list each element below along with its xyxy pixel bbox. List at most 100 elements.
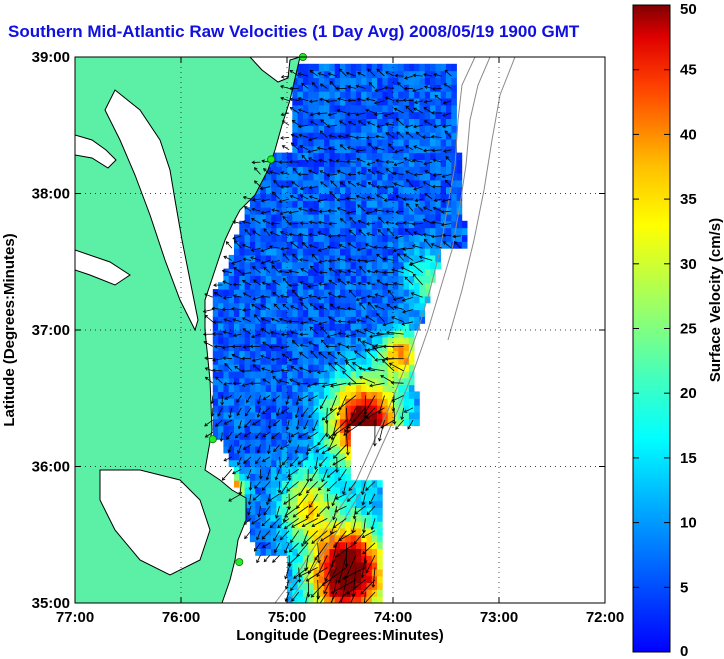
velocity-cell — [271, 398, 277, 406]
velocity-cell — [297, 91, 304, 99]
velocity-cell — [451, 70, 457, 79]
velocity-cell — [340, 521, 346, 529]
velocity-cell — [249, 439, 256, 447]
velocity-cell — [334, 541, 341, 549]
arrow-head — [237, 450, 241, 454]
velocity-cell — [329, 179, 335, 188]
velocity-arrow — [380, 419, 395, 429]
velocity-cell — [302, 132, 309, 140]
arrow-head — [228, 498, 232, 502]
velocity-cell — [234, 466, 240, 474]
velocity-arrow — [378, 420, 385, 441]
velocity-arrow — [332, 456, 347, 466]
velocity-cell — [355, 63, 362, 72]
velocity-cell — [244, 384, 251, 392]
velocity-cell — [292, 173, 298, 181]
velocity-cell — [302, 589, 309, 597]
velocity-cell — [218, 411, 224, 420]
velocity-cell — [271, 459, 277, 468]
velocity-cell — [371, 398, 378, 406]
velocity-cell — [249, 254, 256, 263]
velocity-cell — [271, 193, 277, 201]
velocity-cell — [387, 200, 394, 208]
velocity-arrow — [262, 456, 271, 462]
velocity-cell — [302, 473, 309, 481]
velocity-cell — [408, 91, 415, 99]
velocity-cell — [302, 166, 309, 174]
velocity-cell — [223, 391, 229, 399]
velocity-cell — [260, 411, 267, 420]
velocity-cell — [398, 173, 404, 181]
velocity-cell — [271, 521, 277, 529]
arrow-head — [284, 513, 288, 518]
velocity-cell — [265, 411, 272, 420]
velocity-cell — [408, 357, 415, 365]
velocity-cell — [430, 125, 436, 133]
velocity-cell — [366, 527, 373, 536]
velocity-cell — [382, 336, 388, 345]
velocity-cell — [313, 84, 320, 92]
velocity-arrow — [372, 567, 376, 588]
velocity-cell — [324, 596, 330, 603]
velocity-cell — [324, 104, 330, 113]
velocity-cell — [446, 125, 452, 133]
velocity-cell — [366, 534, 373, 543]
velocity-cell — [239, 364, 245, 372]
velocity-cell — [408, 254, 415, 263]
velocity-cell — [313, 596, 320, 603]
arrow-head — [244, 535, 248, 540]
arrow-head — [361, 501, 366, 506]
velocity-cell — [287, 323, 293, 331]
velocity-cell — [324, 91, 330, 99]
velocity-cell — [334, 446, 341, 454]
velocity-cell — [334, 227, 341, 235]
velocity-cell — [350, 275, 357, 283]
velocity-cell — [350, 152, 357, 160]
velocity-cell — [297, 234, 304, 242]
arrow-head — [242, 460, 247, 464]
velocity-cell — [334, 118, 341, 126]
velocity-cell — [313, 562, 320, 570]
velocity-cell — [430, 91, 436, 99]
velocity-arrow — [331, 420, 338, 440]
velocity-cell — [297, 275, 304, 283]
velocity-cell — [419, 132, 426, 140]
velocity-cell — [350, 166, 357, 174]
velocity-cell — [292, 234, 298, 242]
arrow-head — [247, 501, 252, 506]
velocity-cell — [435, 84, 441, 92]
velocity-cell — [419, 254, 426, 263]
velocity-cell — [292, 548, 298, 556]
velocity-cell — [382, 125, 388, 133]
velocity-cell — [371, 248, 378, 256]
velocity-cell — [249, 371, 256, 379]
velocity-cell — [371, 582, 378, 590]
velocity-cell — [361, 568, 367, 577]
velocity-cell — [334, 555, 341, 563]
velocity-cell — [419, 138, 426, 147]
arrow-head — [287, 561, 292, 566]
arrow-head — [274, 549, 278, 554]
velocity-cell — [271, 207, 277, 215]
velocity-cell — [324, 446, 330, 454]
velocity-cell — [281, 541, 288, 549]
arrow-head — [290, 587, 294, 592]
velocity-cell — [318, 261, 325, 270]
velocity-cell — [287, 179, 293, 188]
velocity-cell — [313, 548, 320, 556]
velocity-cell — [249, 214, 256, 222]
velocity-cell — [361, 357, 367, 365]
velocity-cell — [318, 398, 325, 406]
velocity-cell — [366, 350, 373, 358]
arrow-head — [277, 489, 282, 494]
velocity-cell — [287, 343, 293, 352]
velocity-cell — [271, 350, 277, 358]
velocity-cell — [308, 371, 314, 379]
velocity-cell — [355, 268, 362, 276]
velocity-cell — [329, 295, 335, 304]
velocity-cell — [271, 480, 277, 488]
arrow-head — [272, 422, 277, 427]
velocity-cell — [398, 336, 404, 345]
velocity-cell — [287, 241, 293, 249]
velocity-cell — [324, 261, 330, 270]
